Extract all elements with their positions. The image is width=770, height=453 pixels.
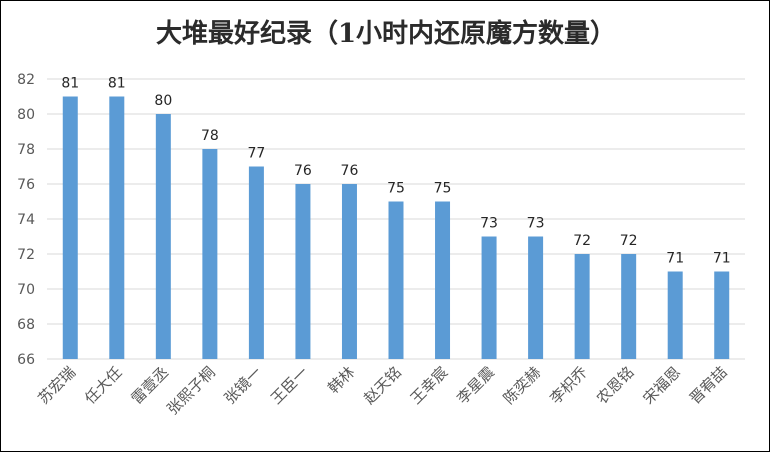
y-axis-tick-labels: 66 68 70 72 74 76 78 80 82 [17, 72, 35, 368]
x-category-label: 苏宏瑞 [35, 363, 80, 408]
x-axis-category-labels: 苏宏瑞 任大任 雷壹丞张熙子桐 张镜一 王臣一 韩林 赵天铭 王幸宸 李星震 陈奕赫 李枳乔 农恩铭宋… [35, 363, 731, 418]
data-label: 81 [61, 76, 79, 92]
y-tick-label: 82 [17, 72, 35, 88]
bar-8 [388, 201, 404, 359]
data-label: 77 [247, 146, 265, 162]
data-labels: 81 81 80 78 77 76 76 75 75 73 73 72 72 71 71 [61, 76, 730, 267]
data-label: 76 [341, 163, 359, 179]
x-category-label: 张镜一 [221, 363, 266, 408]
data-label: 73 [527, 216, 545, 232]
x-category-label: 雷壹丞 [128, 363, 173, 408]
data-label: 72 [573, 233, 591, 249]
y-tick-label: 72 [17, 247, 35, 263]
x-category-label: 李星震 [453, 363, 498, 408]
x-category-label: 李枳乔 [546, 363, 591, 408]
x-category-label: 晋宥喆 [686, 363, 731, 408]
bar-5 [248, 166, 264, 359]
bar-2 [109, 96, 125, 359]
y-tick-label: 78 [17, 142, 35, 158]
y-tick-label: 74 [17, 212, 35, 228]
chart-title: 大堆最好纪录（1小时内还原魔方数量） [156, 18, 616, 49]
data-label: 76 [294, 163, 312, 179]
bar-15 [714, 271, 730, 359]
data-label: 80 [154, 93, 172, 109]
x-category-label: 农恩铭 [593, 363, 638, 408]
x-category-label: 王幸宸 [407, 363, 452, 408]
x-category-label: 王臣一 [267, 363, 312, 408]
y-tick-label: 66 [17, 352, 35, 368]
data-label: 71 [713, 251, 731, 267]
data-label: 78 [201, 128, 219, 144]
bar-6 [295, 184, 311, 359]
bar-14 [667, 271, 683, 359]
data-label: 71 [666, 251, 684, 267]
x-category-label: 赵天铭 [360, 363, 405, 408]
y-tick-label: 70 [17, 282, 35, 298]
y-tick-label: 76 [17, 177, 35, 193]
bar-10 [481, 236, 497, 359]
x-category-label: 任大任 [81, 363, 126, 408]
data-label: 81 [108, 76, 126, 92]
y-tick-label: 68 [17, 317, 35, 333]
data-label: 72 [620, 233, 638, 249]
bar-4 [202, 149, 218, 359]
x-category-label: 张熙子桐 [164, 363, 219, 418]
bar-1 [62, 96, 78, 359]
bar-13 [621, 254, 637, 359]
data-label: 75 [387, 181, 405, 197]
x-category-label: 韩林 [324, 363, 358, 397]
bar-3 [155, 114, 171, 359]
bar-9 [435, 201, 451, 359]
data-label: 75 [434, 181, 452, 197]
bar-11 [528, 236, 544, 359]
y-tick-label: 80 [17, 107, 35, 123]
bar-7 [341, 184, 357, 359]
x-category-label: 陈奕赫 [500, 363, 545, 408]
x-category-label: 宋福恩 [639, 363, 684, 408]
bar-12 [574, 254, 590, 359]
data-label: 73 [480, 216, 498, 232]
bars [62, 96, 730, 359]
